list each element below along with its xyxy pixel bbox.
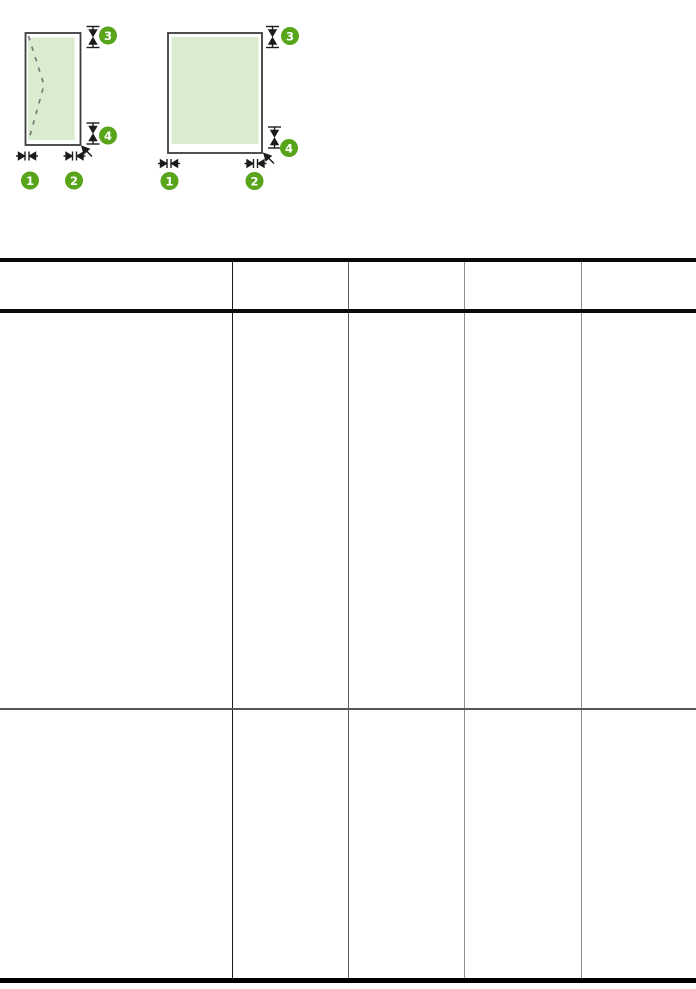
callout-circle [160,172,179,190]
callout-number: 4 [104,129,112,143]
envelope-figure: 3 4 1 2 [15,25,117,190]
callout-1-badge: 1 [160,172,179,190]
corner-pointer-arrow [263,152,275,165]
top-margin-dimension-mark [265,25,280,49]
callout-number: 4 [285,141,293,155]
margins-figure: 3 4 1 2 3 [0,0,696,232]
table-cell [232,313,348,708]
callout-circle [245,172,264,190]
left-margin-dimension-mark [157,158,181,169]
media-margins-table [0,258,696,983]
envelope-flap-dashes [27,35,45,142]
table-cell [0,710,232,978]
bottom-margin-dimension-mark [85,122,101,145]
callout-4-badge: 4 [99,126,117,145]
bottom-margin-dimension-mark [267,126,282,149]
callout-number: 2 [250,174,258,188]
table-header-row [0,262,696,313]
table-header-cell [0,262,232,309]
callout-number: 3 [104,29,112,43]
table-row [0,710,696,978]
callout-3-badge: 3 [99,26,117,45]
callout-circle [99,26,117,45]
table-header-cell [581,262,696,309]
top-margin-dimension-mark [85,25,101,49]
table-header-cell [464,262,581,309]
margins-diagram-svg: 3 4 1 2 3 [15,25,299,190]
table-cell [348,710,464,978]
sheet-printable-area [171,37,259,144]
callout-2-badge: 2 [245,172,264,190]
callout-3-badge: 3 [281,27,299,45]
callout-1-badge: 1 [21,171,39,190]
callout-4-badge: 4 [280,139,298,157]
callout-number: 3 [286,29,294,43]
callout-circle [281,27,299,45]
table-row [0,313,696,710]
callout-circle [280,139,298,157]
callout-circle [21,171,39,190]
right-margin-dimension-mark [62,150,87,162]
callout-number: 1 [165,174,173,188]
table-cell [464,710,581,978]
left-margin-dimension-mark [15,150,39,162]
table-header-cell [232,262,348,309]
callout-circle [99,126,117,145]
table-header-cell [348,262,464,309]
callout-circle [65,171,83,190]
table-cell [232,710,348,978]
table-cell [581,710,696,978]
table-cell [348,313,464,708]
table-cell [0,313,232,708]
envelope-printable-area [28,37,75,140]
callout-number: 1 [26,174,34,188]
callout-number: 2 [70,174,78,188]
right-margin-dimension-mark [243,158,268,169]
table-cell [581,313,696,708]
table-cell [464,313,581,708]
callout-2-badge: 2 [65,171,83,190]
sheet-figure: 3 4 1 2 [157,25,299,190]
